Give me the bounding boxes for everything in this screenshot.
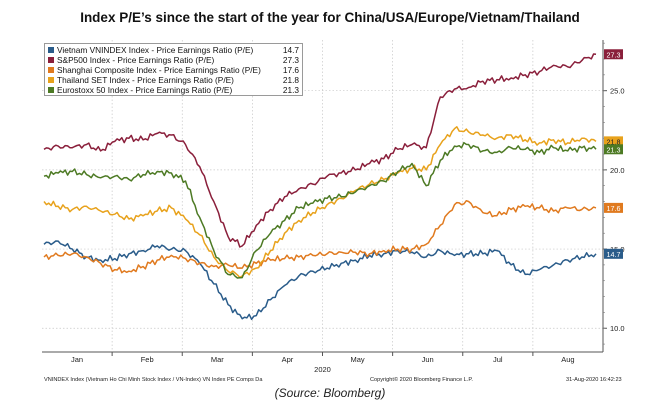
x-tick-label: Jan: [71, 355, 83, 364]
x-tick-label: Jul: [493, 355, 503, 364]
x-tick-label: Jun: [422, 355, 434, 364]
legend-label: Thailand SET Index - Price Earnings Rati…: [57, 75, 234, 85]
last-value-badges: 14.7 27.3 17.6 21.821.3: [604, 49, 623, 259]
last-value-label-1: 27.3: [607, 50, 621, 59]
legend-value: 14.7: [282, 45, 299, 55]
legend-swatch: [48, 87, 54, 93]
x-tick-label: May: [350, 355, 364, 364]
legend-entry: Thailand SET Index - Price Earnings Rati…: [48, 75, 299, 85]
footer-index-description: VNINDEX Index (Vietnam Ho Chi Minh Stock…: [44, 377, 263, 383]
x-axis-year-label: 2020: [314, 365, 331, 374]
legend-value: 21.3: [282, 85, 299, 95]
legend-swatch: [48, 47, 54, 53]
last-value-badge-2: [604, 202, 623, 213]
last-value-label-2: 17.6: [607, 204, 621, 213]
last-value-label-3: 21.8: [607, 137, 621, 146]
footer-timestamp: 31-Aug-2020 16:42:23: [566, 377, 622, 383]
y-tick-label: 25.0: [610, 87, 625, 96]
last-value-badge-4: [604, 144, 623, 155]
legend-swatch: [48, 57, 54, 63]
legend-label: Vietnam VNINDEX Index - Price Earnings R…: [57, 45, 254, 55]
legend-label: S&P500 Index - Price Earnings Ratio (P/E…: [57, 55, 215, 65]
series-line-2: [43, 199, 597, 274]
source-note: (Source: Bloomberg): [274, 386, 386, 400]
last-value-label-4: 21.3: [607, 145, 621, 154]
x-tick-label: Feb: [141, 355, 154, 364]
legend-value: 21.8: [282, 75, 299, 85]
x-tick-label: Mar: [211, 355, 224, 364]
chart-title: Index P/E’s since the start of the year …: [80, 10, 580, 25]
y-tick-label: 20.0: [610, 166, 625, 175]
series-line-3: [43, 126, 597, 279]
grid: [42, 40, 603, 352]
last-value-label-0: 14.7: [607, 250, 621, 259]
legend: Vietnam VNINDEX Index - Price Earnings R…: [44, 43, 303, 96]
legend-entry: Eurostoxx 50 Index - Price Earnings Rati…: [48, 85, 299, 95]
y-tick-label: 10.0: [610, 324, 625, 333]
last-value-badge-3: [604, 136, 623, 147]
legend-entry: Shanghai Composite Index - Price Earning…: [48, 65, 299, 75]
legend-swatch: [48, 77, 54, 83]
legend-swatch: [48, 67, 54, 73]
last-value-badge-0: [604, 248, 623, 259]
x-tick-label: Aug: [561, 355, 574, 364]
legend-label: Shanghai Composite Index - Price Earning…: [57, 65, 261, 75]
legend-entry: Vietnam VNINDEX Index - Price Earnings R…: [48, 45, 299, 55]
series-line-0: [43, 240, 597, 321]
footer-copyright: Copyright© 2020 Bloomberg Finance L.P.: [370, 377, 473, 383]
last-value-badge-1: [604, 49, 623, 60]
legend-value: 17.6: [282, 65, 299, 75]
x-tick-label: Apr: [282, 355, 294, 364]
legend-value: 27.3: [282, 55, 299, 65]
legend-label: Eurostoxx 50 Index - Price Earnings Rati…: [57, 85, 233, 95]
series-lines: [43, 53, 597, 321]
series-line-1: [43, 53, 597, 248]
series-line-4: [43, 141, 597, 279]
legend-entry: S&P500 Index - Price Earnings Ratio (P/E…: [48, 55, 299, 65]
